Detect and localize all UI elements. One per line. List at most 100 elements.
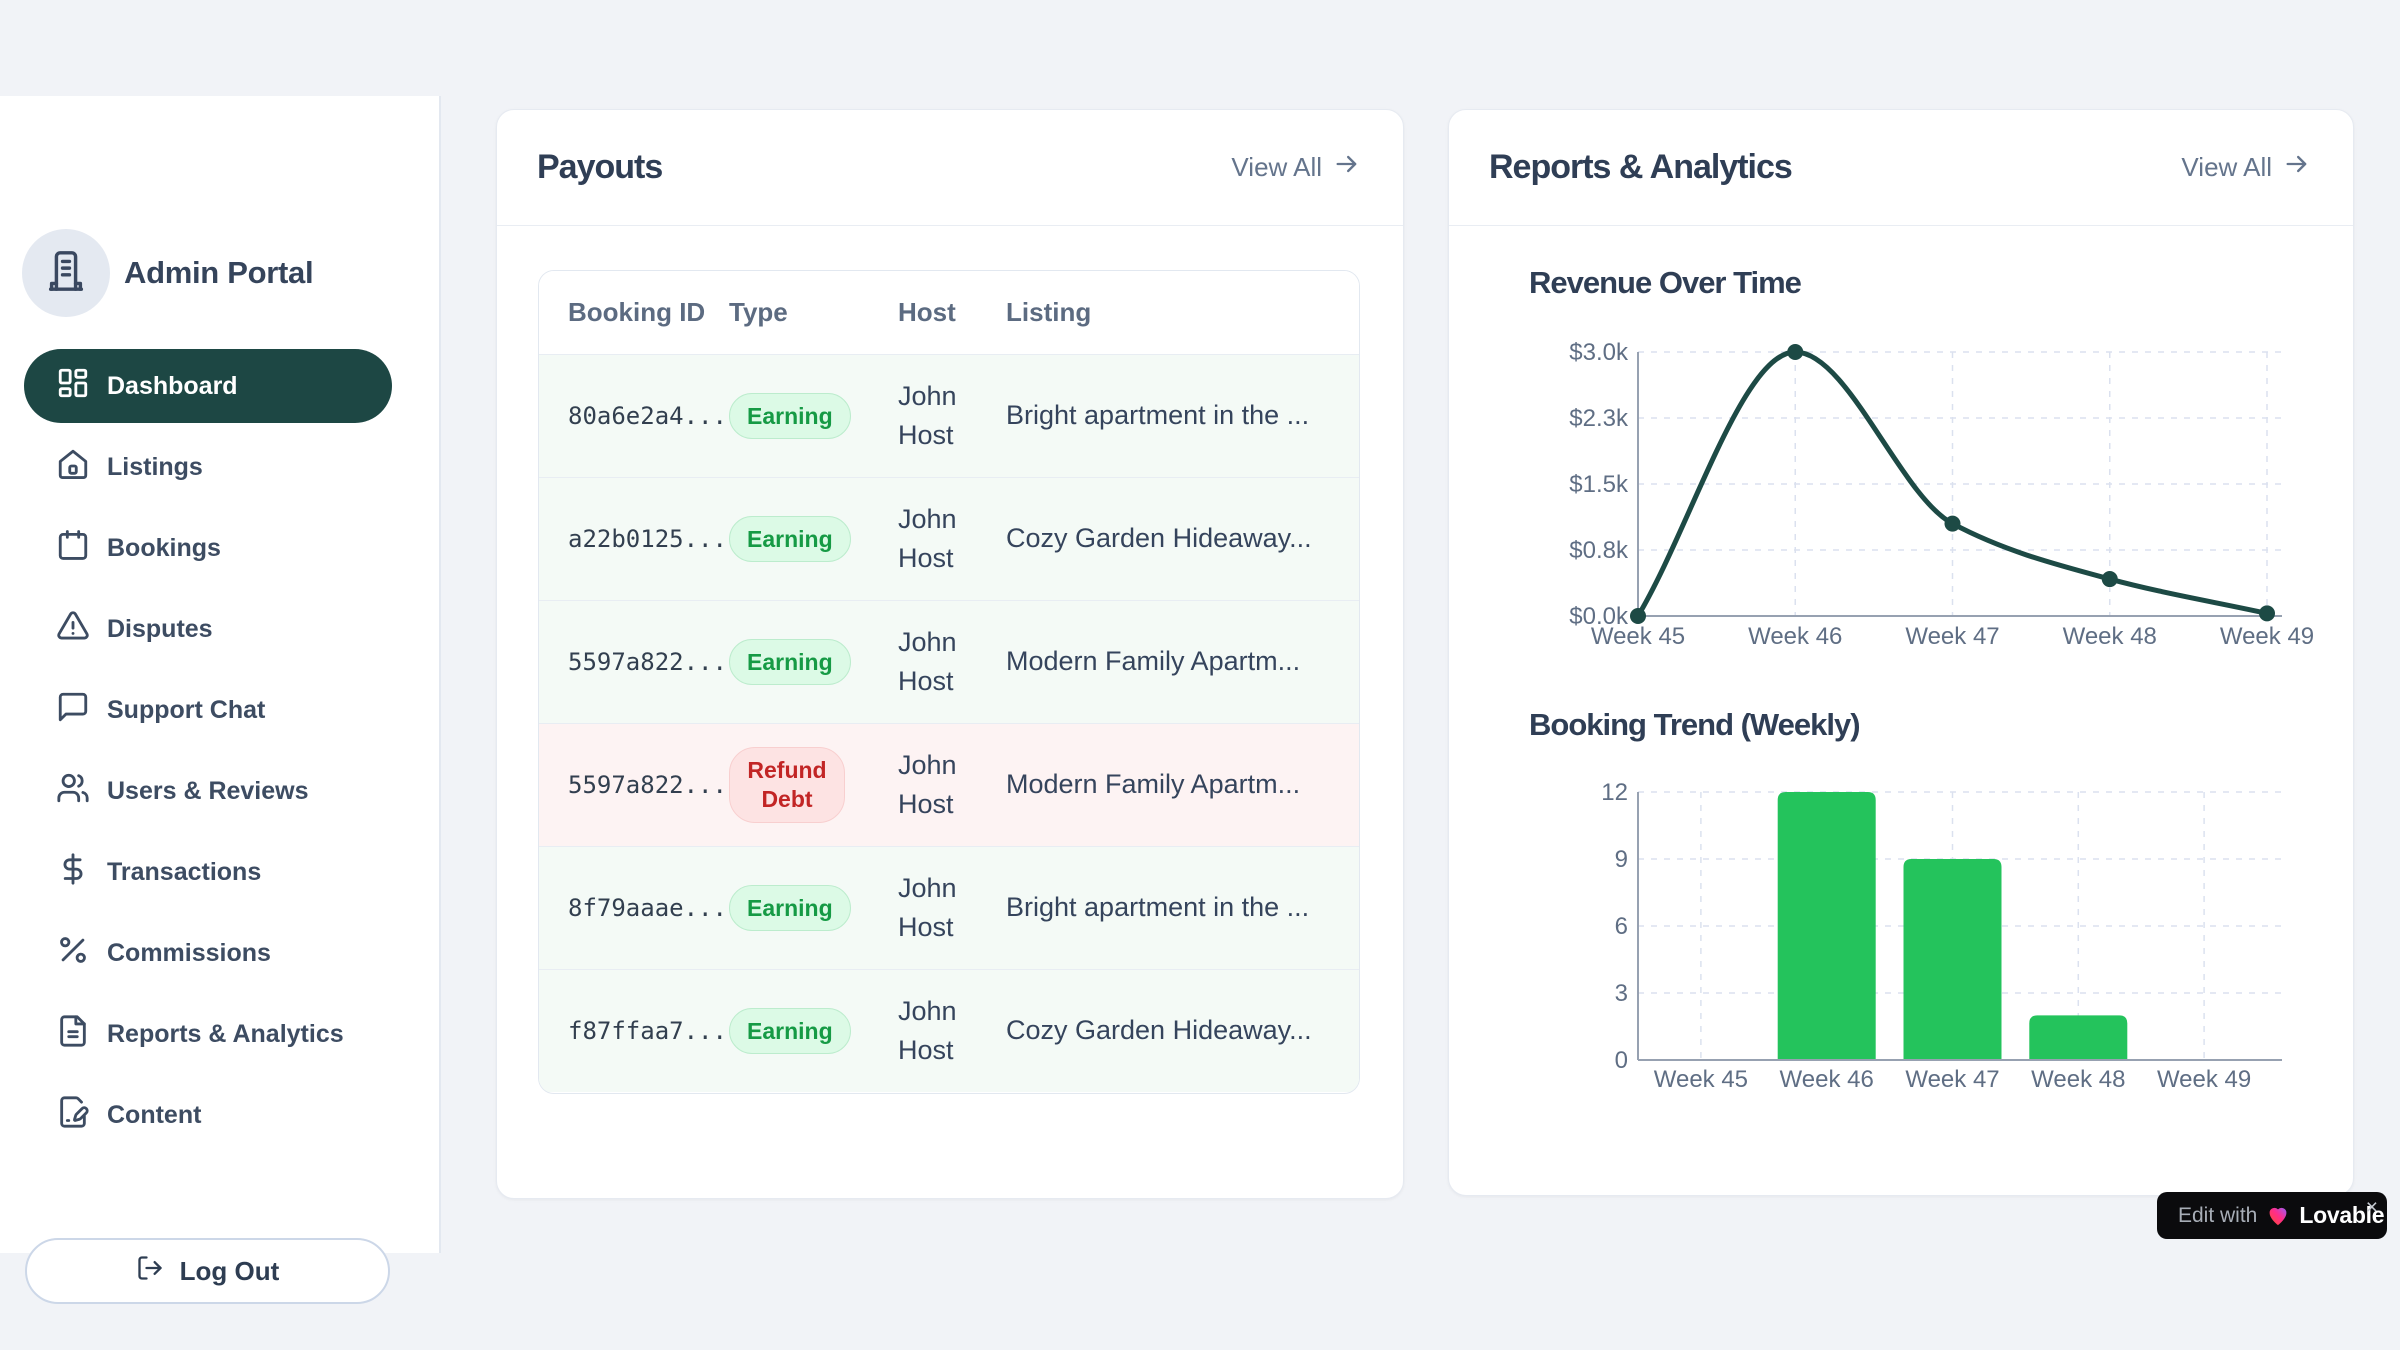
type-cell: Earning: [729, 638, 898, 686]
sidebar-item-label: Commissions: [107, 938, 271, 967]
lovable-prefix: Edit with: [2178, 1203, 2258, 1227]
sidebar-item-bookings[interactable]: Bookings: [24, 511, 392, 585]
sidebar-item-label: Disputes: [107, 614, 213, 643]
app-title: Admin Portal: [124, 255, 314, 290]
svg-text:$0.8k: $0.8k: [1569, 537, 1629, 564]
dollar-sign-icon: [56, 852, 90, 893]
payouts-view-all-label: View All: [1231, 152, 1322, 182]
avatar: [22, 229, 110, 317]
svg-text:Week 46: Week 46: [1748, 623, 1842, 650]
revenue-line-chart: $0.0k $0.8k $1.5k $2.3k $3.0k Week 45 Week 46 W…: [1569, 339, 2314, 650]
payouts-view-all-link[interactable]: View All: [1231, 150, 1361, 185]
listing-cell: Modern Family Apartm...: [1006, 769, 1301, 800]
payouts-title: Payouts: [537, 148, 663, 186]
home-icon: [56, 447, 90, 488]
svg-text:Week 45: Week 45: [1654, 1066, 1748, 1093]
svg-text:Week 49: Week 49: [2220, 623, 2314, 650]
svg-text:$2.3k: $2.3k: [1569, 405, 1629, 432]
svg-text:Week 47: Week 47: [1905, 623, 1999, 650]
sidebar-item-dashboard[interactable]: Dashboard: [24, 349, 392, 423]
arrow-right-icon: [1333, 150, 1361, 185]
column-header: Listing: [1006, 297, 1092, 327]
reports-view-all-link[interactable]: View All: [2181, 150, 2311, 185]
sidebar-item-commissions[interactable]: Commissions: [24, 916, 392, 990]
sidebar-item-reports-analytics[interactable]: Reports & Analytics: [24, 997, 392, 1071]
sidebar-item-listings[interactable]: Listings: [24, 430, 392, 504]
payouts-card-header: Payouts View All: [497, 110, 1403, 226]
sidebar-item-support-chat[interactable]: Support Chat: [24, 673, 392, 747]
booking-id-cell: 8f79aaae...: [568, 894, 727, 922]
listing-cell: Cozy Garden Hideaway...: [1006, 1015, 1312, 1046]
type-badge: Earning: [729, 884, 851, 932]
reports-card-header: Reports & Analytics View All: [1449, 110, 2353, 226]
svg-text:Week 46: Week 46: [1780, 1066, 1874, 1093]
column-header: Type: [729, 297, 788, 327]
brand: Admin Portal: [22, 229, 314, 317]
logout-button[interactable]: Log Out: [25, 1238, 390, 1304]
svg-text:6: 6: [1615, 913, 1628, 940]
sidebar-item-content[interactable]: Content: [24, 1078, 392, 1152]
table-row[interactable]: f87ffaa7... Earning John Host Cozy Garden H…: [539, 969, 1359, 1092]
table-row[interactable]: 5597a822... Earning John Host Modern Family…: [539, 600, 1359, 723]
sidebar-item-label: Bookings: [107, 533, 221, 562]
svg-text:3: 3: [1615, 980, 1628, 1007]
booking-id-cell: 5597a822...: [568, 648, 727, 676]
svg-text:Week 49: Week 49: [2157, 1066, 2251, 1093]
payouts-card: Payouts View All Booking ID Type Host Listi…: [496, 109, 1404, 1199]
revenue-chart-title: Revenue Over Time: [1529, 265, 1802, 300]
close-icon[interactable]: ×: [2365, 1196, 2378, 1219]
alert-triangle-icon: [56, 609, 90, 650]
sidebar: Admin Portal Dashboard Listings Bookings Di…: [0, 96, 441, 1304]
host-cell: John Host: [898, 626, 957, 696]
calendar-icon: [56, 528, 90, 569]
file-text-icon: [56, 1014, 90, 1055]
svg-text:Week 47: Week 47: [1905, 1066, 1999, 1093]
booking-chart-title: Booking Trend (Weekly): [1529, 707, 1861, 742]
heart-icon: [2266, 1204, 2290, 1228]
svg-text:0: 0: [1615, 1047, 1628, 1074]
type-badge: Earning: [729, 638, 851, 686]
sidebar-item-disputes[interactable]: Disputes: [24, 592, 392, 666]
log-out-icon: [136, 1254, 164, 1289]
table-row[interactable]: a22b0125... Earning John Host Cozy Garden H…: [539, 477, 1359, 600]
sidebar-item-label: Listings: [107, 452, 203, 481]
column-header: Host: [898, 297, 956, 327]
sidebar-item-users-reviews[interactable]: Users & Reviews: [24, 754, 392, 828]
sidebar-item-transactions[interactable]: Transactions: [24, 835, 392, 909]
listing-cell: Bright apartment in the ...: [1006, 892, 1310, 923]
logout-label: Log Out: [179, 1255, 280, 1286]
type-badge: Refund Debt: [729, 747, 845, 823]
table-row[interactable]: 5597a822... Refund Debt John Host Modern Fa…: [539, 723, 1359, 846]
type-badge: Earning: [729, 392, 851, 440]
host-cell: John Host: [898, 380, 957, 450]
svg-text:$1.5k: $1.5k: [1569, 471, 1629, 498]
sidebar-item-label: Dashboard: [107, 371, 238, 400]
svg-text:$3.0k: $3.0k: [1569, 339, 1629, 366]
svg-text:12: 12: [1601, 779, 1628, 806]
sidebar-item-label: Support Chat: [107, 695, 266, 724]
host-cell: John Host: [898, 749, 957, 819]
host-cell: John Host: [898, 503, 957, 573]
lovable-badge[interactable]: Edit with Lovable ×: [2157, 1192, 2387, 1239]
booking-bar-chart: 0 3 6 9 12 Week 45 Week 46 Week 47 Week 48 Week 4…: [1601, 779, 2282, 1093]
type-cell: Earning: [729, 392, 898, 440]
type-cell: Earning: [729, 884, 898, 932]
type-cell: Earning: [729, 515, 898, 563]
message-square-icon: [56, 690, 90, 731]
table-row[interactable]: 80a6e2a4... Earning John Host Bright apartm…: [539, 354, 1359, 477]
lovable-brand: Lovable: [2299, 1202, 2385, 1228]
reports-view-all-label: View All: [2181, 152, 2272, 182]
reports-title: Reports & Analytics: [1489, 148, 1793, 186]
svg-text:$0.0k: $0.0k: [1569, 603, 1629, 630]
file-pen-icon: [56, 1095, 90, 1136]
table-row[interactable]: 8f79aaae... Earning John Host Bright apartm…: [539, 846, 1359, 969]
building-icon: [43, 248, 89, 299]
arrow-right-icon: [2283, 150, 2311, 185]
table-header-row: Booking ID Type Host Listing: [539, 271, 1359, 354]
sidebar-item-label: Users & Reviews: [107, 776, 309, 805]
type-badge: Earning: [729, 1007, 851, 1055]
sidebar-item-label: Content: [107, 1100, 202, 1129]
booking-id-cell: f87ffaa7...: [568, 1017, 727, 1045]
sidebar-item-label: Transactions: [107, 857, 262, 886]
